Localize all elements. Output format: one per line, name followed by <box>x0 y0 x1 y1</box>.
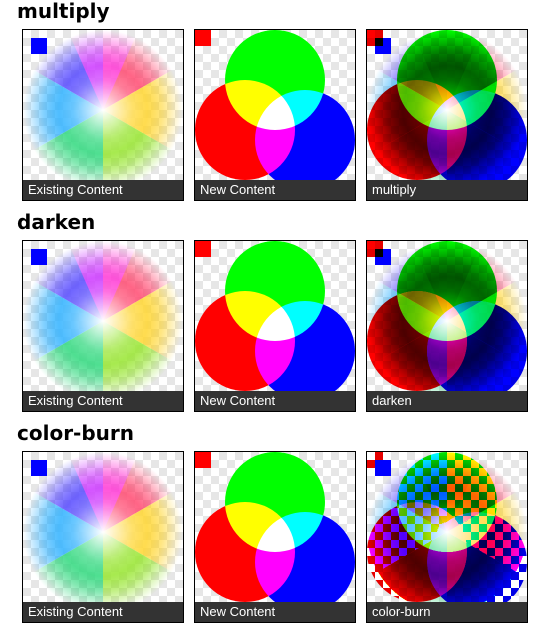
result-graphic <box>367 30 527 190</box>
result-graphic <box>367 452 527 612</box>
section-title: multiply <box>17 0 110 22</box>
tile-caption: Existing Content <box>23 180 183 200</box>
tile-caption: New Content <box>195 391 355 411</box>
tile-caption: New Content <box>195 602 355 622</box>
tile-result: multiply <box>366 29 528 201</box>
tile-result: darken <box>366 240 528 412</box>
result-graphic <box>367 241 527 401</box>
existing-content-graphic <box>23 241 183 401</box>
existing-content-graphic <box>23 452 183 612</box>
section-title: darken <box>17 211 95 233</box>
tile-existing-content: Existing Content <box>22 451 184 623</box>
tile-result: color-burn <box>366 451 528 623</box>
tile-existing-content: Existing Content <box>22 29 184 201</box>
tile-new-content: New Content <box>194 29 356 201</box>
tile-new-content: New Content <box>194 240 356 412</box>
tile-existing-content: Existing Content <box>22 240 184 412</box>
new-content-graphic <box>195 452 355 612</box>
new-content-graphic <box>195 241 355 401</box>
tile-caption: darken <box>367 391 527 411</box>
tile-caption: multiply <box>367 180 527 200</box>
tile-new-content: New Content <box>194 451 356 623</box>
tile-caption: New Content <box>195 180 355 200</box>
tile-caption: Existing Content <box>23 602 183 622</box>
tile-caption: Existing Content <box>23 391 183 411</box>
existing-content-graphic <box>23 30 183 190</box>
section-title: color-burn <box>17 422 134 444</box>
tile-caption: color-burn <box>367 602 527 622</box>
new-content-graphic <box>195 30 355 190</box>
